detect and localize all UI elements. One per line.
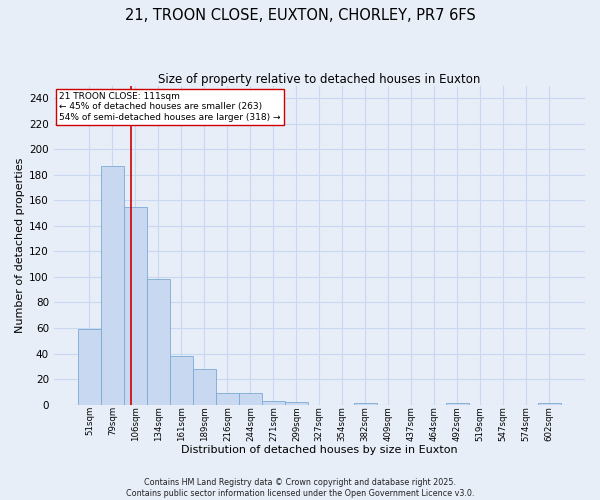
Bar: [124, 206, 147, 404]
Bar: [216, 393, 239, 404]
Text: 21, TROON CLOSE, EUXTON, CHORLEY, PR7 6FS: 21, TROON CLOSE, EUXTON, CHORLEY, PR7 6F…: [125, 8, 475, 22]
Bar: [170, 356, 193, 405]
Text: 21 TROON CLOSE: 111sqm
← 45% of detached houses are smaller (263)
54% of semi-de: 21 TROON CLOSE: 111sqm ← 45% of detached…: [59, 92, 281, 122]
Bar: [101, 166, 124, 404]
Bar: [78, 330, 101, 404]
Bar: [193, 369, 216, 404]
Bar: [285, 402, 308, 404]
Bar: [239, 393, 262, 404]
Bar: [147, 280, 170, 404]
X-axis label: Distribution of detached houses by size in Euxton: Distribution of detached houses by size …: [181, 445, 458, 455]
Bar: [262, 400, 285, 404]
Text: Contains HM Land Registry data © Crown copyright and database right 2025.
Contai: Contains HM Land Registry data © Crown c…: [126, 478, 474, 498]
Y-axis label: Number of detached properties: Number of detached properties: [15, 158, 25, 332]
Title: Size of property relative to detached houses in Euxton: Size of property relative to detached ho…: [158, 72, 481, 86]
